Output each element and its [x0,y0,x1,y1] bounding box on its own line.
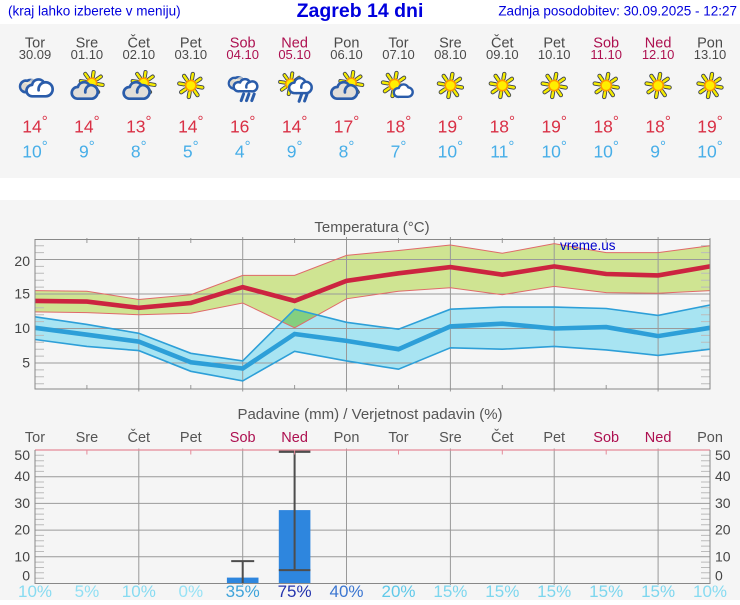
svg-text:0: 0 [715,568,723,584]
svg-text:Ned: Ned [645,430,672,446]
svg-text:Zagreb 14 dni: Zagreb 14 dni [297,0,424,22]
svg-text:15: 15 [14,286,30,302]
svg-text:06.10: 06.10 [330,47,363,62]
svg-text:19°: 19° [697,113,722,137]
svg-text:03.10: 03.10 [175,47,208,62]
svg-text:Čet: Čet [491,35,514,52]
svg-text:40: 40 [715,468,731,484]
svg-text:35%: 35% [226,582,260,600]
svg-text:13°: 13° [126,113,151,137]
svg-text:12.10: 12.10 [642,47,675,62]
svg-text:30.09: 30.09 [19,47,52,62]
svg-text:Temperatura (°C): Temperatura (°C) [314,219,429,236]
svg-text:0: 0 [22,568,30,584]
svg-text:10: 10 [715,548,731,564]
svg-text:Pet: Pet [543,36,565,52]
svg-text:Čet: Čet [491,429,514,446]
svg-text:10%: 10% [693,582,727,600]
svg-text:20: 20 [715,522,731,538]
svg-text:10°: 10° [593,138,618,162]
svg-text:Sob: Sob [593,36,619,52]
svg-text:10.10: 10.10 [538,47,571,62]
svg-text:15%: 15% [433,582,467,600]
svg-text:50: 50 [14,447,30,463]
svg-text:Pet: Pet [180,36,202,52]
svg-text:5: 5 [22,355,30,371]
svg-text:75%: 75% [278,582,312,600]
svg-text:10°: 10° [438,138,463,162]
svg-text:Sob: Sob [593,430,619,446]
svg-text:Čet: Čet [128,429,151,446]
svg-text:5%: 5% [75,582,100,600]
svg-text:Pon: Pon [697,430,723,446]
svg-text:10%: 10% [18,582,52,600]
svg-text:14°: 14° [282,113,307,137]
svg-text:Pet: Pet [543,430,565,446]
svg-text:10°: 10° [541,138,566,162]
svg-text:14°: 14° [74,113,99,137]
svg-text:Sob: Sob [230,430,256,446]
svg-text:Tor: Tor [25,36,45,52]
svg-text:Sob: Sob [230,36,256,52]
svg-text:14°: 14° [22,113,47,137]
svg-text:Sre: Sre [76,430,99,446]
svg-text:50: 50 [715,447,731,463]
svg-text:Čet: Čet [128,35,151,52]
svg-text:05.10: 05.10 [278,47,311,62]
svg-text:11°: 11° [490,138,514,162]
svg-text:Padavine (mm) / Verjetnost pad: Padavine (mm) / Verjetnost padavin (%) [237,406,502,423]
svg-text:18°: 18° [593,113,618,137]
svg-text:Tor: Tor [388,36,408,52]
svg-text:10%: 10% [122,582,156,600]
svg-text:Tor: Tor [25,430,45,446]
svg-text:19°: 19° [438,113,463,137]
svg-text:10°: 10° [22,138,47,162]
svg-text:20%: 20% [381,582,415,600]
svg-text:20: 20 [14,253,30,269]
svg-text:Ned: Ned [281,36,308,52]
svg-text:13.10: 13.10 [694,47,727,62]
svg-text:18°: 18° [490,113,515,137]
svg-text:18°: 18° [645,113,670,137]
svg-text:18°: 18° [386,113,411,137]
svg-text:Sre: Sre [439,36,462,52]
svg-text:20: 20 [14,522,30,538]
svg-text:10: 10 [14,548,30,564]
svg-text:40%: 40% [329,582,363,600]
svg-text:Pet: Pet [180,430,202,446]
svg-text:Zadnja posodobitev: 30.09.2025: Zadnja posodobitev: 30.09.2025 - 12:27 [498,4,737,19]
svg-text:15%: 15% [589,582,623,600]
svg-text:15%: 15% [485,582,519,600]
svg-text:10°: 10° [697,138,722,162]
svg-text:Tor: Tor [388,430,408,446]
svg-text:02.10: 02.10 [123,47,156,62]
svg-text:30: 30 [14,495,30,511]
svg-text:Sre: Sre [76,36,99,52]
svg-text:Pon: Pon [334,430,360,446]
svg-text:10: 10 [14,320,30,336]
svg-text:04.10: 04.10 [226,47,259,62]
svg-text:01.10: 01.10 [71,47,104,62]
svg-text:Pon: Pon [697,36,723,52]
svg-text:0%: 0% [179,582,204,600]
svg-text:Sre: Sre [439,430,462,446]
svg-text:(kraj lahko izberete v meniju): (kraj lahko izberete v meniju) [8,4,181,19]
svg-text:Ned: Ned [645,36,672,52]
svg-text:15%: 15% [641,582,675,600]
svg-text:14°: 14° [178,113,203,137]
svg-text:08.10: 08.10 [434,47,467,62]
svg-text:30: 30 [715,495,731,511]
svg-text:11.10: 11.10 [590,47,622,62]
svg-text:09.10: 09.10 [486,47,519,62]
svg-text:17°: 17° [334,113,359,137]
svg-text:16°: 16° [230,113,255,137]
svg-text:07.10: 07.10 [382,47,415,62]
svg-text:40: 40 [14,468,30,484]
svg-text:Ned: Ned [281,430,308,446]
svg-text:vreme.us: vreme.us [560,238,616,253]
svg-text:15%: 15% [537,582,571,600]
svg-text:Pon: Pon [334,36,360,52]
svg-text:19°: 19° [541,113,566,137]
